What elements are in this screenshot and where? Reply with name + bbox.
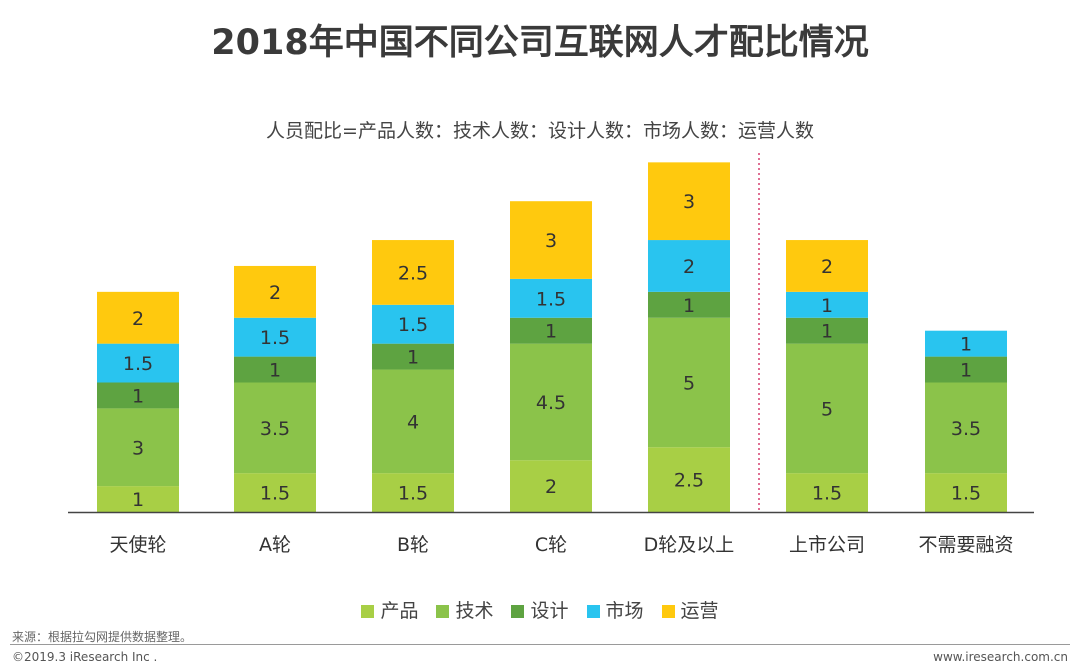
bar-segment-产品-2 xyxy=(372,473,454,512)
x-tick-label: 天使轮 xyxy=(109,534,166,556)
data-label: 5 xyxy=(683,373,695,395)
legend-item: 技术 xyxy=(436,596,493,623)
bar-segment-设计-1 xyxy=(234,356,316,383)
bar-segment-设计-3 xyxy=(510,317,592,344)
bar-segment-运营-0 xyxy=(97,291,179,344)
data-label: 2 xyxy=(269,282,281,304)
data-label: 1 xyxy=(407,347,419,369)
legend-item: 产品 xyxy=(361,596,418,623)
data-label: 2 xyxy=(821,256,833,278)
bar-segment-设计-2 xyxy=(372,343,454,370)
legend-item: 市场 xyxy=(586,596,644,623)
website-link[interactable]: www.iresearch.com.cn xyxy=(933,650,1068,664)
chart-subtitle: 人员配比=产品人数：技术人数：设计人数：市场人数：运营人数 xyxy=(266,120,814,142)
x-tick-label: B轮 xyxy=(397,534,429,556)
legend-swatch xyxy=(661,605,675,618)
x-tick-label: D轮及以上 xyxy=(644,534,735,556)
bar-segment-技术-3 xyxy=(510,343,592,461)
bar-segment-产品-3 xyxy=(510,460,592,512)
data-label: 2 xyxy=(545,476,557,498)
chart-legend: 产品 技术 设计 市场 运营 xyxy=(0,596,1080,623)
bar-segment-产品-0 xyxy=(97,486,179,512)
source-note: 来源：根据拉勾网提供数据整理。 xyxy=(12,630,193,644)
data-label: 3 xyxy=(132,437,144,459)
bar-segment-市场-2 xyxy=(372,304,454,344)
bar-segment-运营-3 xyxy=(510,201,592,279)
copyright-text: ©2019.3 iResearch Inc . xyxy=(12,650,158,664)
bar-segment-产品-4 xyxy=(648,447,730,512)
bar-segment-技术-5 xyxy=(786,343,868,474)
data-label: 1.5 xyxy=(260,483,290,505)
chart-title: 2018年中国不同公司互联网人才配比情况 xyxy=(211,23,869,63)
legend-label: 设计 xyxy=(530,600,569,622)
footer-divider xyxy=(10,644,1070,645)
data-label: 2 xyxy=(132,308,144,330)
data-label: 1.5 xyxy=(123,353,153,375)
bar-segment-市场-1 xyxy=(234,317,316,357)
bar-segment-技术-0 xyxy=(97,408,179,487)
x-tick-label: 上市公司 xyxy=(789,534,865,556)
bar-segment-市场-4 xyxy=(648,240,730,292)
bar-segment-产品-6 xyxy=(925,473,1007,512)
data-label: 1 xyxy=(960,334,972,356)
bar-segment-设计-5 xyxy=(786,317,868,344)
data-label: 1.5 xyxy=(812,483,842,505)
legend-item: 设计 xyxy=(511,596,569,623)
data-label: 1 xyxy=(821,321,833,343)
data-label: 1 xyxy=(132,385,144,407)
data-label: 2.5 xyxy=(398,262,428,284)
data-label: 4.5 xyxy=(536,392,566,414)
data-label: 1.5 xyxy=(260,327,290,349)
bar-segment-运营-4 xyxy=(648,162,730,241)
data-label: 1 xyxy=(683,295,695,317)
legend-swatch xyxy=(436,605,450,618)
bar-segment-市场-0 xyxy=(97,343,179,383)
data-label: 1 xyxy=(545,321,557,343)
data-label: 5 xyxy=(821,398,833,420)
bar-segment-运营-2 xyxy=(372,240,454,305)
bar-segment-设计-4 xyxy=(648,291,730,318)
data-label: 4 xyxy=(407,411,419,433)
data-label: 1 xyxy=(960,360,972,382)
bar-segment-运营-1 xyxy=(234,265,316,318)
bar-segment-技术-4 xyxy=(648,317,730,448)
data-label: 2.5 xyxy=(674,470,704,492)
bar-segment-技术-1 xyxy=(234,382,316,474)
data-label: 3.5 xyxy=(260,418,290,440)
legend-swatch xyxy=(586,605,600,618)
bar-segment-产品-5 xyxy=(786,473,868,512)
x-tick-label: 不需要融资 xyxy=(918,534,1013,556)
legend-swatch xyxy=(361,605,375,618)
bar-segment-运营-5 xyxy=(786,240,868,292)
bar-segment-产品-1 xyxy=(234,473,316,512)
x-tick-label: C轮 xyxy=(535,534,567,556)
legend-label: 技术 xyxy=(455,600,494,622)
bar-segment-技术-2 xyxy=(372,369,454,474)
legend-label: 运营 xyxy=(680,600,719,622)
data-label: 1.5 xyxy=(398,314,428,336)
data-label: 1 xyxy=(132,489,144,511)
data-label: 1.5 xyxy=(951,483,981,505)
bar-segment-设计-6 xyxy=(925,356,1007,383)
legend-label: 产品 xyxy=(380,600,419,622)
data-label: 3.5 xyxy=(951,418,981,440)
legend-swatch xyxy=(511,605,525,618)
data-label: 3 xyxy=(545,230,557,252)
bar-segment-市场-5 xyxy=(786,291,868,318)
bar-segment-技术-6 xyxy=(925,382,1007,474)
x-tick-label: A轮 xyxy=(259,534,291,556)
data-label: 2 xyxy=(683,256,695,278)
data-label: 3 xyxy=(683,191,695,213)
data-label: 1 xyxy=(821,295,833,317)
legend-label: 市场 xyxy=(605,600,644,622)
bar-segment-市场-3 xyxy=(510,278,592,318)
bar-segment-设计-0 xyxy=(97,382,179,409)
data-label: 1 xyxy=(269,360,281,382)
bar-segment-市场-6 xyxy=(925,330,1007,357)
data-label: 1.5 xyxy=(536,288,566,310)
data-label: 1.5 xyxy=(398,483,428,505)
legend-item: 运营 xyxy=(661,596,719,623)
